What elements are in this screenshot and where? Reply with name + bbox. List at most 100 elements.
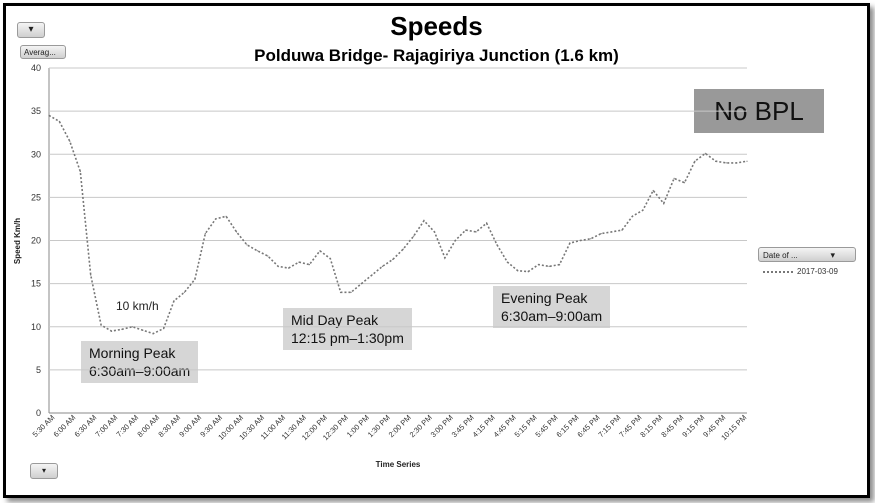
data-point [79,170,81,173]
data-point [152,333,154,335]
data-point [600,233,602,235]
data-point [121,328,123,330]
data-point [538,264,540,266]
data-point [631,215,634,217]
chart-subtitle: Polduwa Bridge- Rajagiriya Junction (1.6… [254,46,619,65]
x-tick-label: 7:30 AM [114,413,140,439]
data-point [517,270,519,272]
data-point [652,189,654,192]
data-point [90,274,92,276]
data-point [340,291,342,293]
chevron-down-icon: ▾ [41,466,46,475]
data-point [715,160,717,162]
data-point [235,231,238,233]
x-tick-label: 5:30 AM [31,413,57,439]
data-point [433,231,436,233]
morning-peak-box: Morning Peak 6:30am–9:00am [81,341,199,383]
data-point [142,329,144,331]
midday-peak-box: Mid Day Peak 12:15 pm–1:30pm [283,308,412,350]
data-point [683,182,686,184]
evening-peak-time: 6:30am–9:00am [501,308,603,324]
y-tick-label: 0 [36,408,41,418]
funnel-icon: ▾ [830,250,835,260]
chart-frame: Speeds Polduwa Bridge- Rajagiriya Juncti… [3,3,870,498]
data-point [225,215,227,217]
data-point [746,160,748,162]
y-tick-label: 5 [36,365,41,375]
data-point [423,220,425,222]
data-point [256,250,258,252]
data-point [215,218,217,220]
data-point [475,231,477,233]
x-tick-label: 7:00 AM [93,413,119,439]
legend-field-label: Date of ... [763,251,798,260]
axis-field-expand-button[interactable]: ▾ [30,463,58,479]
data-point [579,239,581,242]
x-axis-label: Time Series [376,460,421,469]
data-point [204,233,206,235]
data-point [100,324,102,326]
evening-peak-box: Evening Peak 6:30am–9:00am [493,286,611,328]
data-point [194,278,196,280]
grid-lines [48,67,747,414]
data-point [360,283,363,285]
data-point [486,222,488,224]
value-field-button[interactable]: Averag... [20,45,66,59]
midday-peak-title: Mid Day Peak [291,312,379,328]
data-point [569,242,571,244]
data-point [590,238,592,240]
morning-peak-title: Morning Peak [89,345,176,361]
filter-funnel-button[interactable]: ▾ [17,22,45,38]
data-point [527,271,529,273]
data-point [444,257,446,259]
data-point [736,162,738,164]
data-point [506,261,508,263]
data-point [110,330,113,332]
y-tick-label: 10 [31,322,41,332]
legend-entry-label: 2017-03-09 [797,267,838,276]
data-point [350,291,352,293]
funnel-icon: ▾ [28,24,34,35]
x-tick-label: 6:30 AM [73,413,99,439]
low-speed-note: 10 km/h [116,299,159,313]
data-point [58,120,61,123]
data-point [465,229,467,231]
midday-peak-time: 12:15 pm–1:30pm [291,330,404,346]
y-tick-label: 35 [31,106,41,116]
data-point [694,160,696,162]
data-point [183,291,185,293]
data-point [277,265,279,267]
data-point [371,274,373,276]
y-tick-label: 15 [31,279,41,289]
data-point [402,248,404,250]
data-point [704,152,706,154]
series-layer [48,114,748,335]
y-tick-label: 30 [31,149,41,159]
data-point [392,258,394,261]
y-tick-label: 40 [31,63,41,73]
data-point [381,265,383,267]
data-point [413,235,415,237]
x-tick-label: 6:00 AM [52,413,78,439]
series-line [48,114,748,335]
data-point [329,258,331,260]
evening-peak-title: Evening Peak [501,290,588,306]
legend-entry: 2017-03-09 [763,267,838,276]
data-point [163,327,165,330]
data-point [69,140,71,142]
morning-peak-time: 6:30am–9:00am [89,363,191,379]
data-point [131,326,133,328]
x-tick-label: 8:30 AM [156,413,182,439]
legend-field-button[interactable]: Date of ... ▾ [758,247,856,262]
x-tick-label: 8:00 AM [135,413,161,439]
data-point [267,255,269,257]
data-point [642,209,644,211]
no-bpl-label: No BPL [694,89,824,133]
data-point [673,177,675,179]
y-tick-label: 25 [31,192,41,202]
data-point [454,239,456,242]
data-point [621,229,623,231]
chart-title: Speeds [390,11,483,41]
data-point [173,300,175,302]
